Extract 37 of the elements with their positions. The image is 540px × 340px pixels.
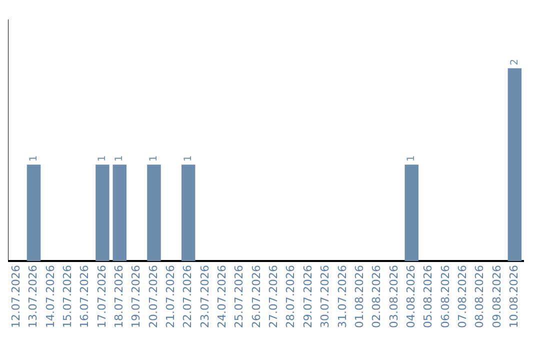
data-label: 1 xyxy=(28,155,40,162)
x-tick-label: 03.08.2026 xyxy=(387,265,400,328)
x-tick-label: 24.07.2026 xyxy=(216,265,229,328)
x-tick-label: 18.07.2026 xyxy=(112,265,126,328)
x-tick-label: 14.07.2026 xyxy=(44,265,57,328)
x-tick-label: 05.08.2026 xyxy=(422,265,435,328)
x-tick-label: 22.07.2026 xyxy=(181,265,194,328)
x-tick-label: 21.07.2026 xyxy=(164,265,178,328)
x-tick-label: 15.07.2026 xyxy=(60,265,74,328)
x-tick-label: 01.08.2026 xyxy=(352,265,366,328)
x-tick-label: 17.07.2026 xyxy=(95,265,108,328)
x-tick-label: 25.07.2026 xyxy=(232,265,246,328)
x-tick-label: 12.07.2026 xyxy=(9,265,22,328)
x-tick-label: 30.07.2026 xyxy=(318,265,332,328)
data-label: 1 xyxy=(148,155,160,162)
x-tick-label: 09.08.2026 xyxy=(490,265,504,328)
data-label: 1 xyxy=(97,155,108,162)
x-tick-label: 20.07.2026 xyxy=(146,265,160,328)
x-tick-label: 27.07.2026 xyxy=(267,265,280,328)
x-tick-label: 08.08.2026 xyxy=(473,265,486,328)
x-tick-label: 19.07.2026 xyxy=(130,265,143,328)
data-label: 1 xyxy=(406,155,418,162)
data-label: 1 xyxy=(182,155,194,162)
x-tick-label: 04.08.2026 xyxy=(404,265,418,328)
data-label: 1 xyxy=(114,155,126,162)
x-tick-label: 23.07.2026 xyxy=(198,265,212,328)
x-tick-label: 31.07.2026 xyxy=(336,265,349,328)
x-tick-label: 26.07.2026 xyxy=(250,265,263,328)
data-label: 2 xyxy=(509,58,520,66)
x-tick-label: 29.07.2026 xyxy=(301,265,314,328)
x-tick-label: 10.08.2026 xyxy=(508,265,521,328)
x-tick-label: 06.08.2026 xyxy=(438,265,452,328)
x-tick-label: 13.07.2026 xyxy=(26,265,40,328)
x-tick-label: 07.08.2026 xyxy=(456,265,469,328)
x-tick-label: 28.07.2026 xyxy=(284,265,298,328)
x-tick-label: 16.07.2026 xyxy=(78,265,92,328)
x-tick-label: 02.08.2026 xyxy=(370,265,384,328)
